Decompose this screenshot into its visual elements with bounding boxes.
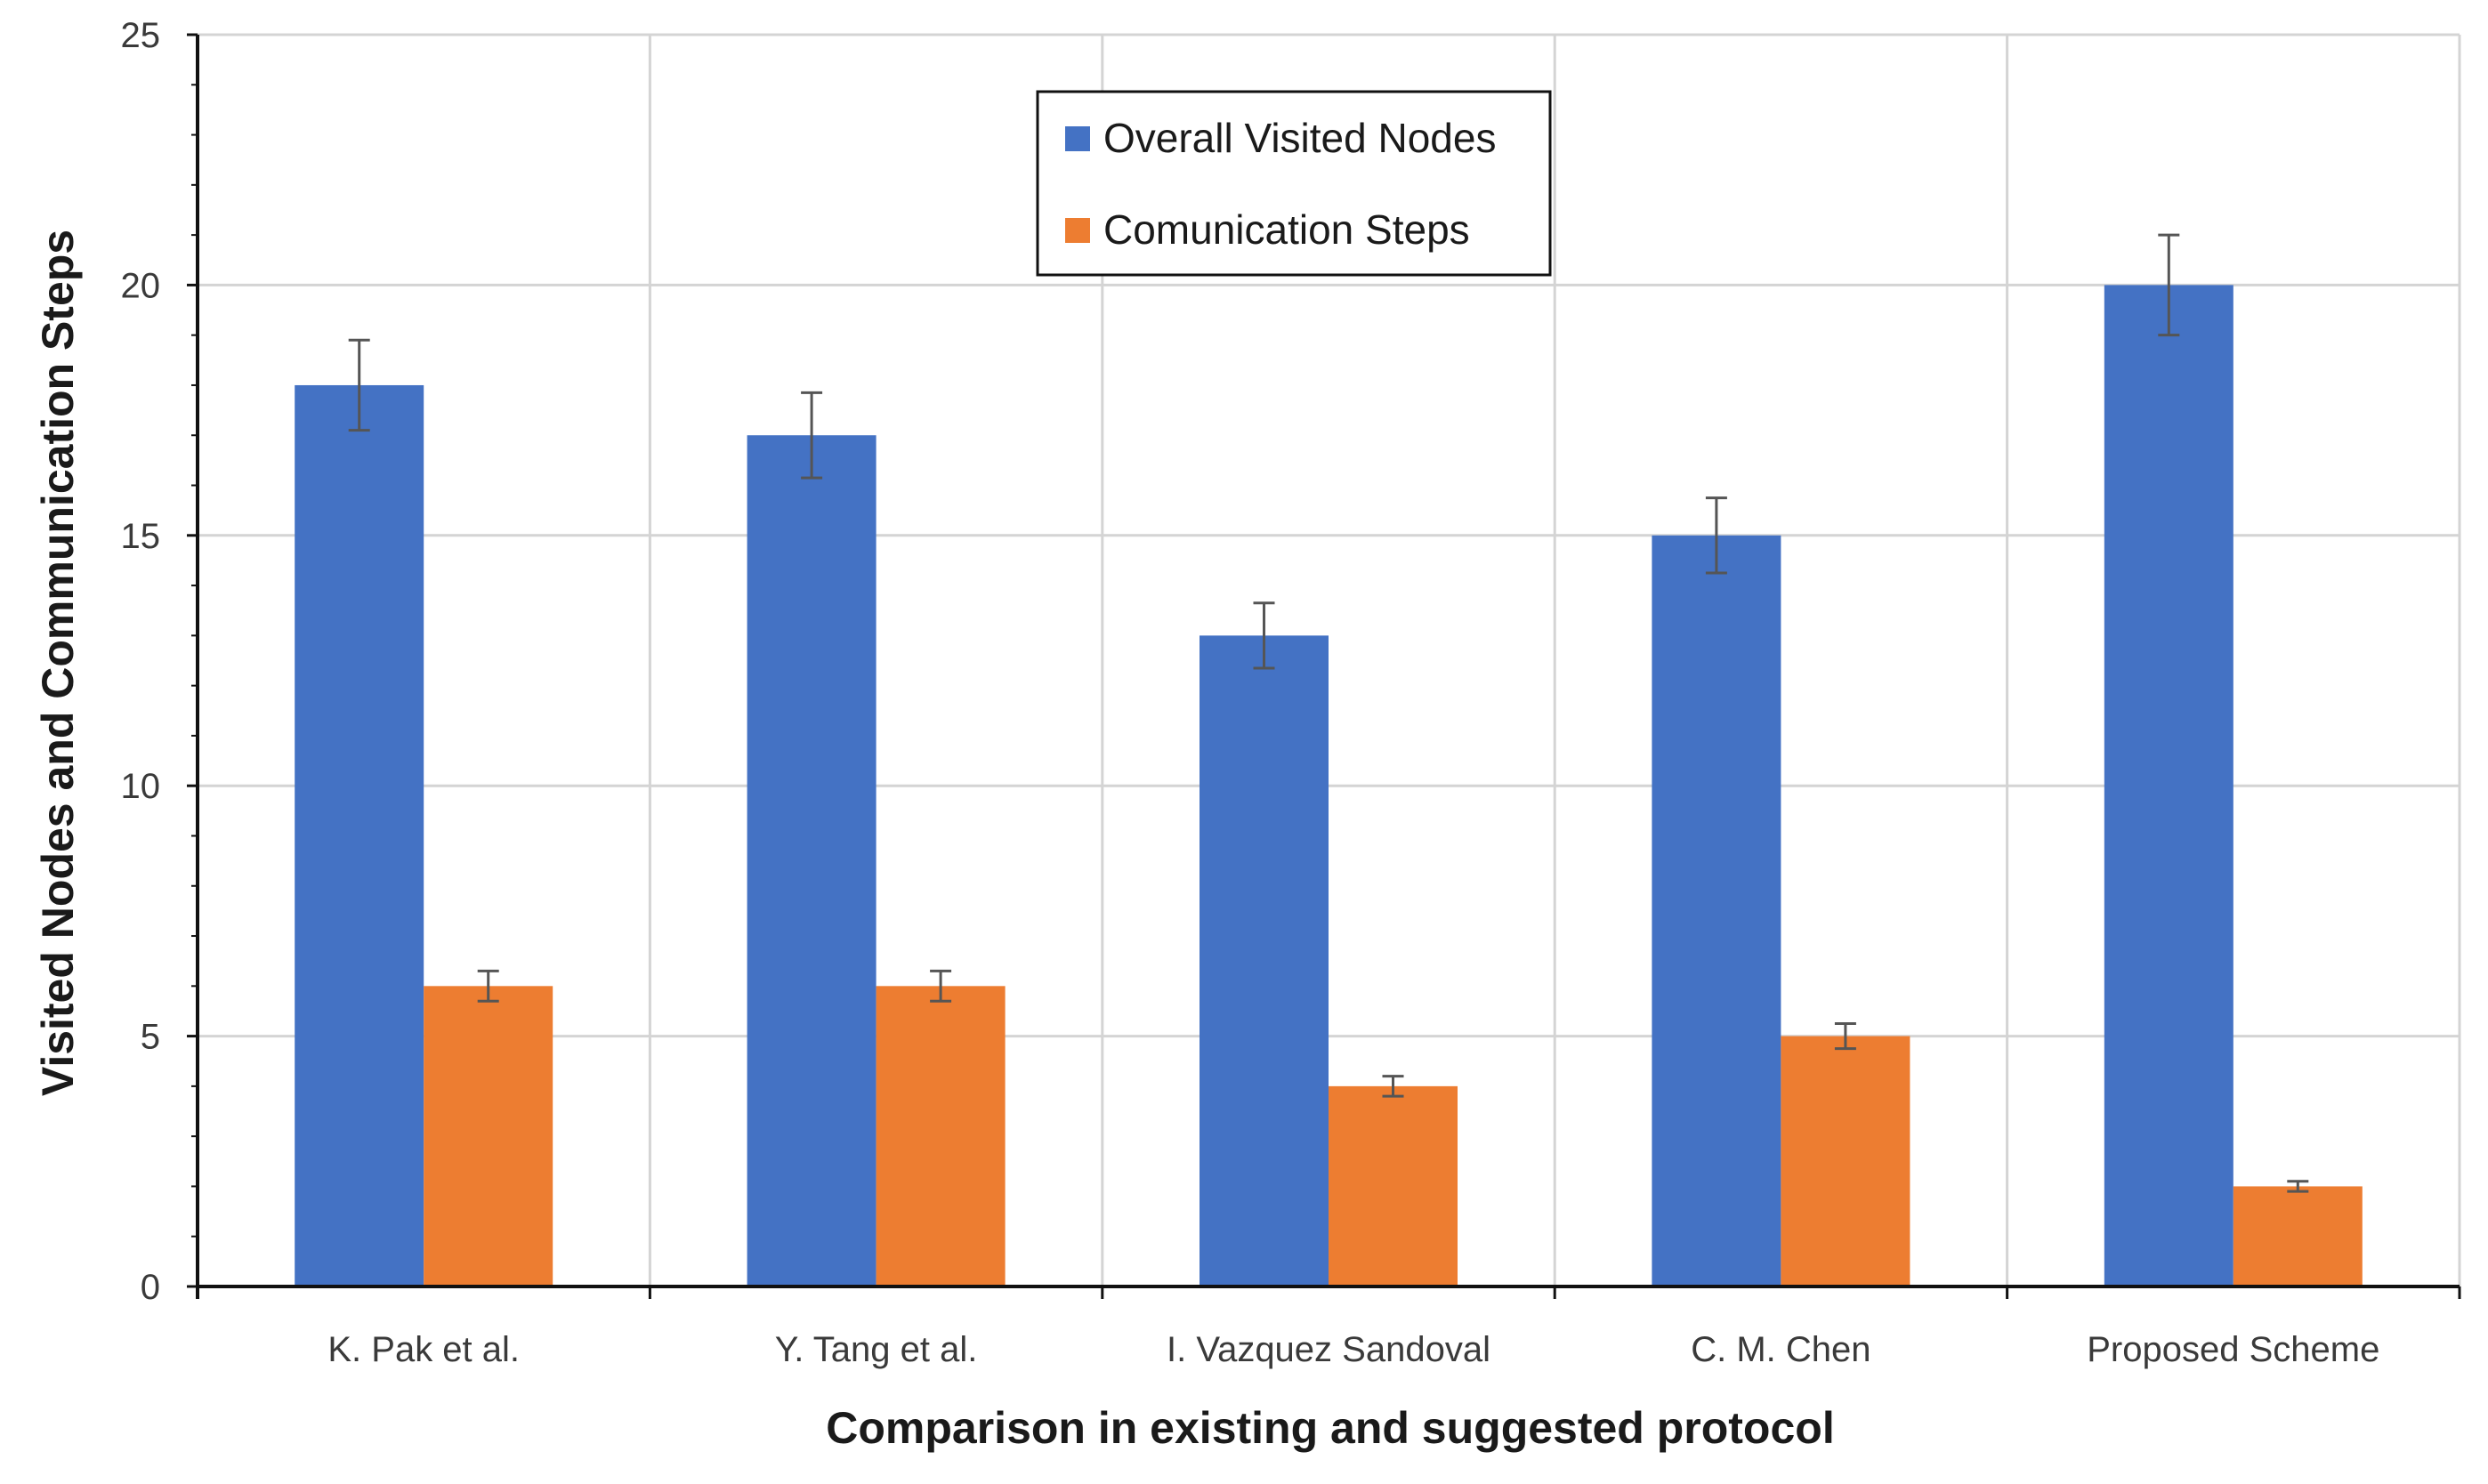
bar-comunication-steps-proposed-scheme (2233, 1186, 2363, 1286)
x-tick-label-c-m-chen: C. M. Chen (1691, 1330, 1870, 1369)
x-tick-label-k-pak-et-al: K. Pak et al. (327, 1330, 520, 1369)
bar-overall-visited-nodes-c-m-chen (1652, 535, 1781, 1286)
x-tick-label-y-tang-et-al: Y. Tang et al. (775, 1330, 978, 1369)
bar-comunication-steps-c-m-chen (1781, 1036, 1910, 1286)
bar-overall-visited-nodes-i-vazquez-sandoval (1200, 635, 1329, 1286)
y-tick-label-0: 0 (141, 1268, 160, 1307)
bar-comunication-steps-y-tang-et-al (876, 986, 1006, 1286)
y-tick-label-25: 25 (121, 16, 161, 55)
bar-comunication-steps-i-vazquez-sandoval (1329, 1085, 1458, 1286)
x-tick-label-proposed-scheme: Proposed Scheme (2087, 1330, 2379, 1369)
legend-swatch-overall-visited-nodes (1065, 126, 1090, 151)
y-tick-label-10: 10 (121, 767, 161, 806)
legend: Overall Visited Nodes Comunication Steps (1036, 90, 1552, 277)
x-axis-title: Comparison in existing and suggested pro… (826, 1403, 1834, 1453)
bar-overall-visited-nodes-k-pak-et-al (295, 384, 424, 1287)
y-tick-label-15: 15 (121, 517, 161, 556)
axes: K. Pak et al. Y. Tang et al. I. Vazquez Sa… (121, 16, 2461, 1369)
legend-label-comunication-steps: Comunication Steps (1103, 206, 1470, 253)
y-tick-label-20: 20 (121, 266, 161, 305)
x-tick-label-i-vazquez-sandoval: I. Vazquez Sandoval (1167, 1330, 1490, 1369)
bar-overall-visited-nodes-y-tang-et-al (747, 435, 876, 1286)
error-bars (348, 233, 2309, 1193)
legend-swatch-comunication-steps (1065, 218, 1090, 243)
y-tick-label-5: 5 (141, 1018, 160, 1057)
legend-label-overall-visited-nodes: Overall Visited Nodes (1103, 115, 1496, 161)
y-axis-title: Visited Nodes and Communication Steps (33, 230, 83, 1096)
bars (295, 285, 2363, 1287)
gridlines (198, 33, 2461, 1286)
bar-overall-visited-nodes-proposed-scheme (2104, 285, 2234, 1286)
bar-comunication-steps-k-pak-et-al (424, 986, 553, 1286)
legend-box (1036, 90, 1552, 277)
